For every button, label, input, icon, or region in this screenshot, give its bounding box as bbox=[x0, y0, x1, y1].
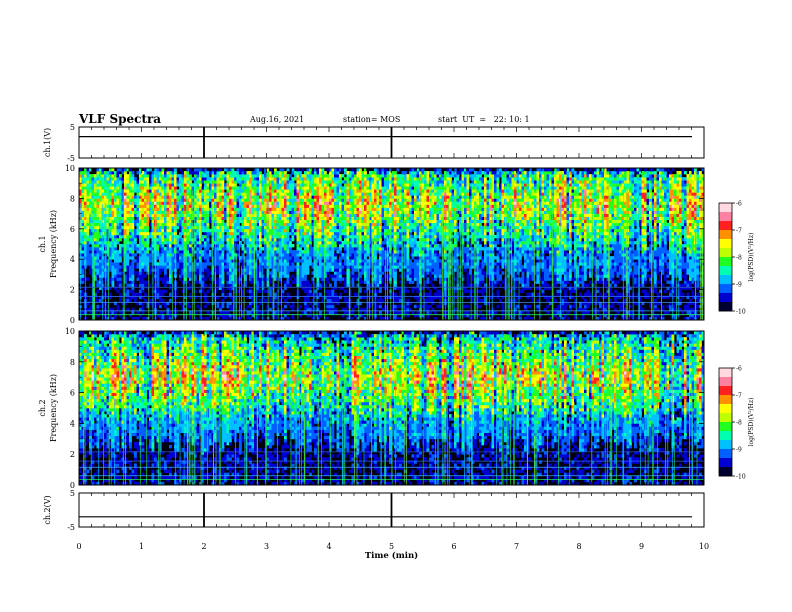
time-tick-label: 10 bbox=[699, 542, 709, 551]
vlf-figure: -6 -7 -8 -9 -10 log(PSD)(V²/Hz) -6 -7 -8 -9 -10 log… bbox=[0, 0, 792, 612]
colorbar-tick-label: -9 bbox=[736, 447, 742, 454]
frequency-tick-label: 2 bbox=[70, 450, 75, 459]
time-axis-label: Time (min) bbox=[365, 550, 418, 561]
time-tick-label: 3 bbox=[264, 542, 269, 551]
colorbar-tick-label: -7 bbox=[736, 228, 742, 235]
time-tick-label: 7 bbox=[514, 542, 519, 551]
colorbar-tick-label: -8 bbox=[736, 255, 742, 262]
colorbar-tick-label: -8 bbox=[736, 420, 742, 427]
frequency-tick-label: 6 bbox=[70, 225, 75, 234]
colorbar-label: log(PSD)(V²/Hz) bbox=[748, 233, 755, 282]
frequency-tick-label: 4 bbox=[70, 255, 75, 264]
waveform-ylabel: ch.2(V) bbox=[43, 495, 52, 524]
waveform-ytick-label: -5 bbox=[67, 523, 75, 532]
spectrogram-ylabel: Frequency (kHz) bbox=[49, 374, 58, 442]
colorbar-tick-label: -10 bbox=[736, 309, 746, 316]
colorbar-tick-label: -10 bbox=[736, 474, 746, 481]
waveform-ytick-label: 5 bbox=[70, 489, 75, 498]
colorbar-tick-label: -7 bbox=[736, 393, 742, 400]
colorbar-tick-label: -9 bbox=[736, 282, 742, 289]
time-tick-label: 1 bbox=[139, 542, 144, 551]
frequency-tick-label: 6 bbox=[70, 389, 75, 398]
waveform-ytick-label: -5 bbox=[67, 154, 75, 163]
frequency-tick-label: 0 bbox=[70, 481, 75, 490]
colorbar-tick-label: -6 bbox=[736, 366, 742, 373]
frequency-tick-label: 8 bbox=[70, 358, 75, 367]
time-tick-label: 6 bbox=[451, 542, 456, 551]
time-tick-label: 9 bbox=[639, 542, 644, 551]
time-tick-label: 0 bbox=[76, 542, 81, 551]
spectrogram-channel-label: ch.1 bbox=[38, 235, 47, 252]
frequency-tick-label: 2 bbox=[70, 286, 75, 295]
colorbar-tick-label: -6 bbox=[736, 201, 742, 208]
frequency-tick-label: 10 bbox=[65, 164, 75, 173]
waveform-ylabel: ch.1(V) bbox=[43, 128, 52, 157]
time-tick-label: 4 bbox=[326, 542, 331, 551]
time-tick-label: 8 bbox=[576, 542, 581, 551]
waveform-ytick-label: 5 bbox=[70, 123, 75, 132]
frequency-tick-label: 10 bbox=[65, 327, 75, 336]
spectrogram-layer bbox=[79, 168, 732, 485]
time-tick-label: 2 bbox=[201, 542, 206, 551]
frequency-tick-label: 0 bbox=[70, 316, 75, 325]
time-tick-label: 5 bbox=[389, 542, 394, 551]
frequency-tick-label: 4 bbox=[70, 419, 75, 428]
frequency-tick-label: 8 bbox=[70, 194, 75, 203]
colorbar-label: log(PSD)(V²/Hz) bbox=[748, 398, 755, 447]
spectrogram-channel-label: ch.2 bbox=[38, 399, 47, 416]
spectrogram-ylabel: Frequency (kHz) bbox=[49, 210, 58, 278]
